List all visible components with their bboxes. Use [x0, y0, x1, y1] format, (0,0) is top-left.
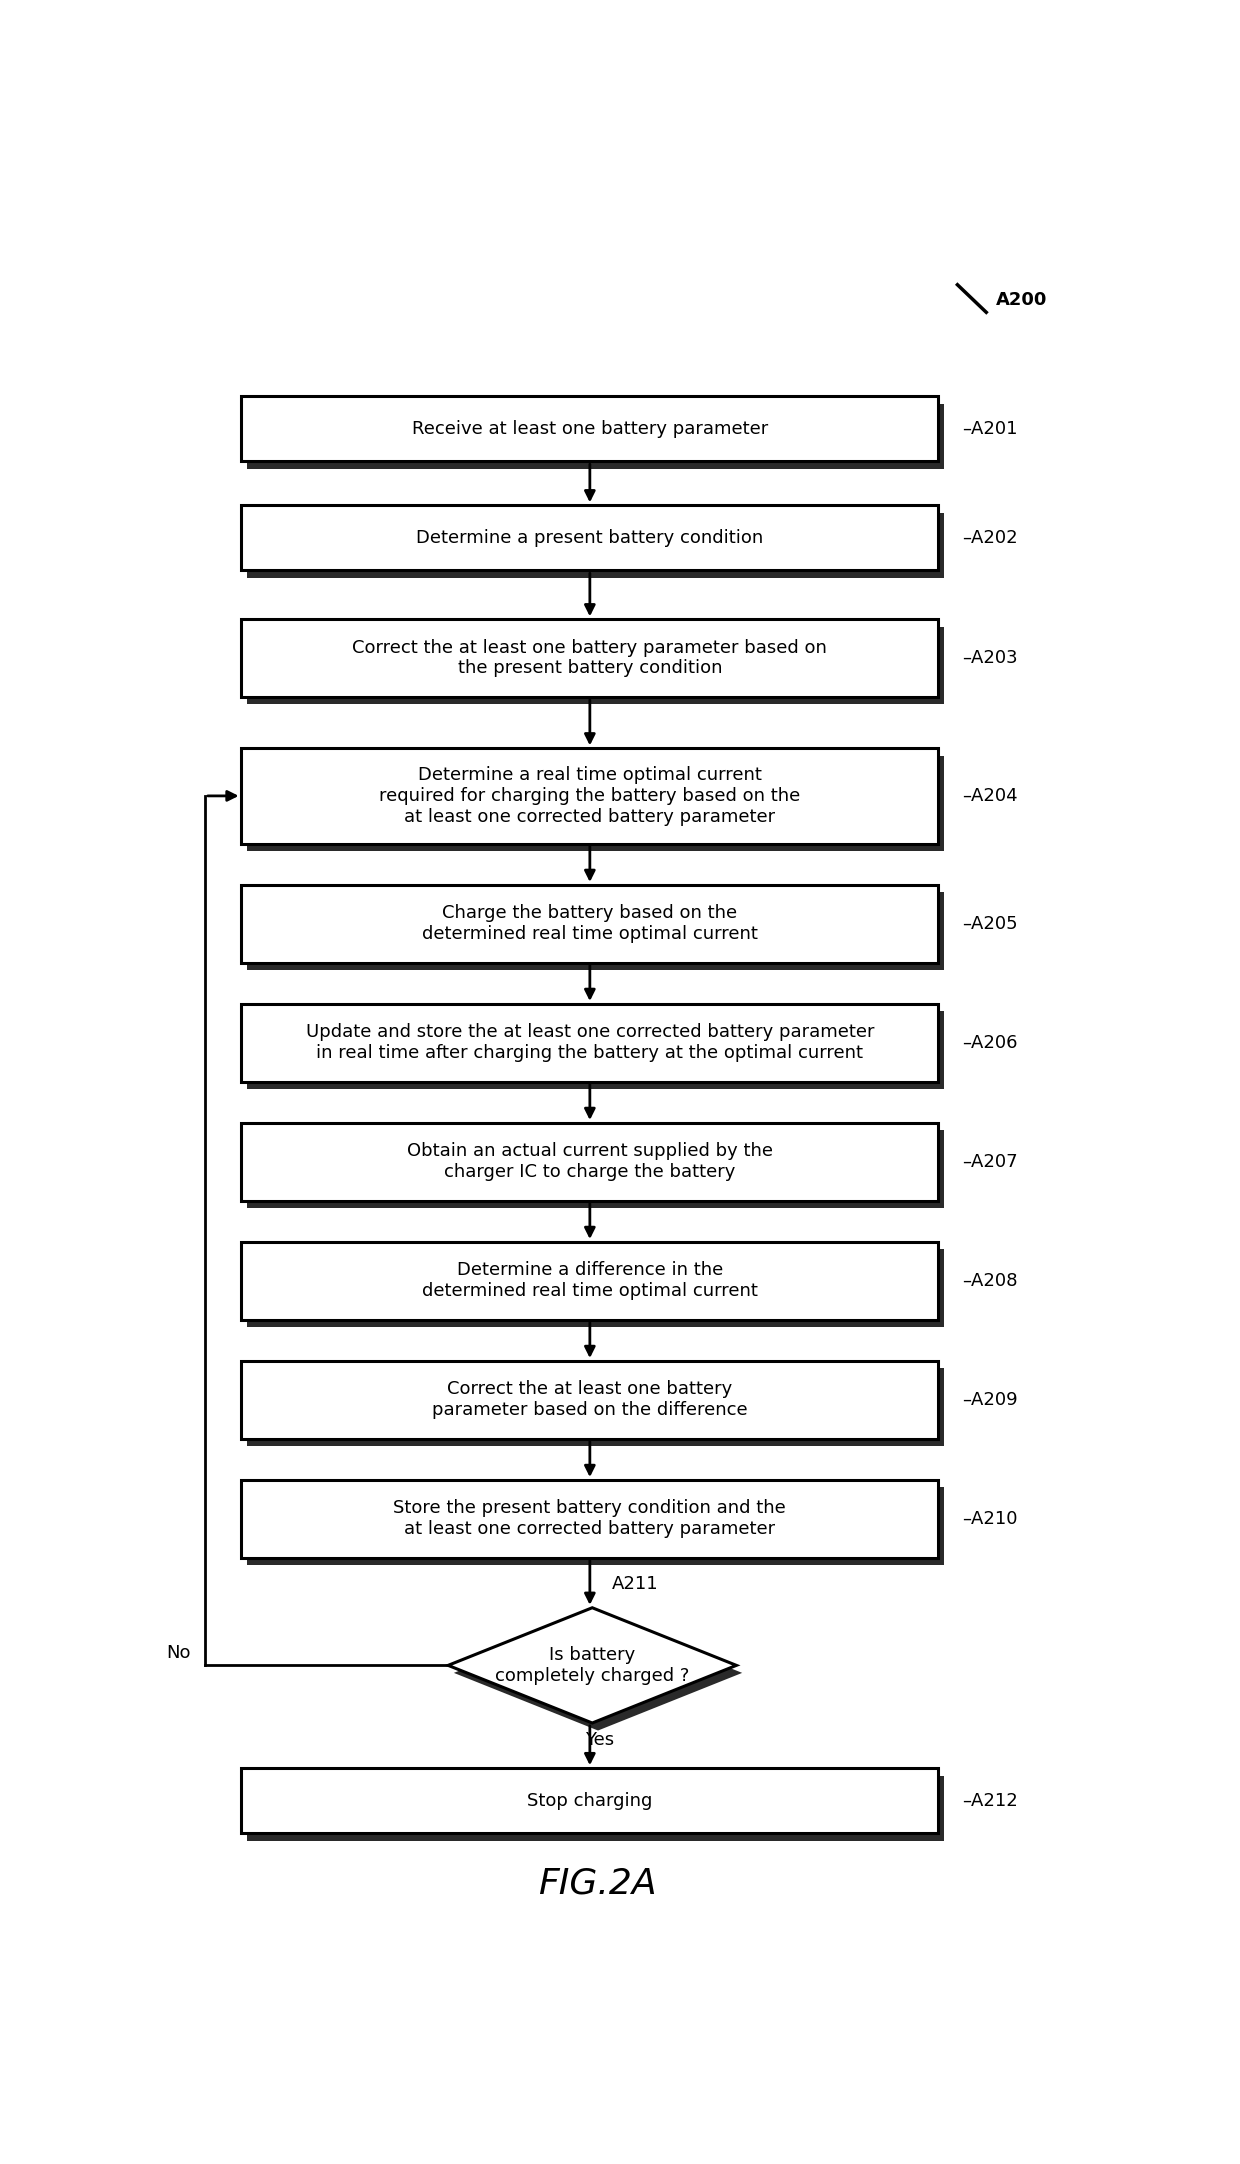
Text: –A201: –A201 [962, 420, 1018, 437]
FancyBboxPatch shape [247, 405, 944, 470]
FancyBboxPatch shape [247, 1249, 944, 1327]
Text: Correct the at least one battery parameter based on
the present battery conditio: Correct the at least one battery paramet… [352, 638, 827, 677]
Text: Update and store the at least one corrected battery parameter
in real time after: Update and store the at least one correc… [305, 1024, 874, 1063]
Text: No: No [166, 1645, 191, 1662]
Text: –A206: –A206 [962, 1034, 1018, 1052]
FancyBboxPatch shape [247, 1487, 944, 1565]
Text: A211: A211 [611, 1575, 658, 1593]
FancyBboxPatch shape [247, 892, 944, 969]
FancyBboxPatch shape [247, 1777, 944, 1842]
Text: Determine a difference in the
determined real time optimal current: Determine a difference in the determined… [422, 1262, 758, 1301]
FancyBboxPatch shape [242, 1242, 939, 1320]
FancyBboxPatch shape [242, 1768, 939, 1833]
Text: Store the present battery condition and the
at least one corrected battery param: Store the present battery condition and … [393, 1500, 786, 1539]
Text: Stop charging: Stop charging [527, 1792, 652, 1809]
Text: Correct the at least one battery
parameter based on the difference: Correct the at least one battery paramet… [432, 1381, 748, 1420]
FancyBboxPatch shape [242, 885, 939, 963]
Text: Is battery
completely charged ?: Is battery completely charged ? [495, 1647, 689, 1686]
FancyBboxPatch shape [247, 628, 944, 705]
FancyBboxPatch shape [242, 1004, 939, 1082]
Text: –A209: –A209 [962, 1391, 1018, 1409]
Text: –A210: –A210 [962, 1510, 1018, 1528]
Text: FIG.2A: FIG.2A [538, 1868, 656, 1900]
Text: –A204: –A204 [962, 788, 1018, 805]
Text: Determine a present battery condition: Determine a present battery condition [417, 528, 764, 547]
Text: –A208: –A208 [962, 1272, 1018, 1290]
Text: Obtain an actual current supplied by the
charger IC to charge the battery: Obtain an actual current supplied by the… [407, 1143, 773, 1182]
FancyBboxPatch shape [247, 755, 944, 850]
Text: –A203: –A203 [962, 649, 1018, 667]
Polygon shape [454, 1614, 743, 1731]
Text: –A202: –A202 [962, 528, 1018, 547]
Text: –A207: –A207 [962, 1153, 1018, 1171]
FancyBboxPatch shape [242, 504, 939, 571]
FancyBboxPatch shape [242, 1361, 939, 1439]
Polygon shape [448, 1608, 737, 1723]
Text: Charge the battery based on the
determined real time optimal current: Charge the battery based on the determin… [422, 905, 758, 944]
FancyBboxPatch shape [242, 749, 939, 844]
FancyBboxPatch shape [242, 396, 939, 461]
Text: Receive at least one battery parameter: Receive at least one battery parameter [412, 420, 768, 437]
FancyBboxPatch shape [242, 1480, 939, 1558]
FancyBboxPatch shape [247, 1368, 944, 1446]
FancyBboxPatch shape [242, 1123, 939, 1201]
Text: –A212: –A212 [962, 1792, 1018, 1809]
Text: A200: A200 [996, 290, 1048, 309]
Text: –A205: –A205 [962, 915, 1018, 933]
FancyBboxPatch shape [242, 619, 939, 697]
Text: Yes: Yes [585, 1731, 614, 1749]
FancyBboxPatch shape [247, 1130, 944, 1208]
FancyBboxPatch shape [247, 1011, 944, 1088]
Text: Determine a real time optimal current
required for charging the battery based on: Determine a real time optimal current re… [379, 766, 801, 827]
FancyBboxPatch shape [247, 513, 944, 578]
